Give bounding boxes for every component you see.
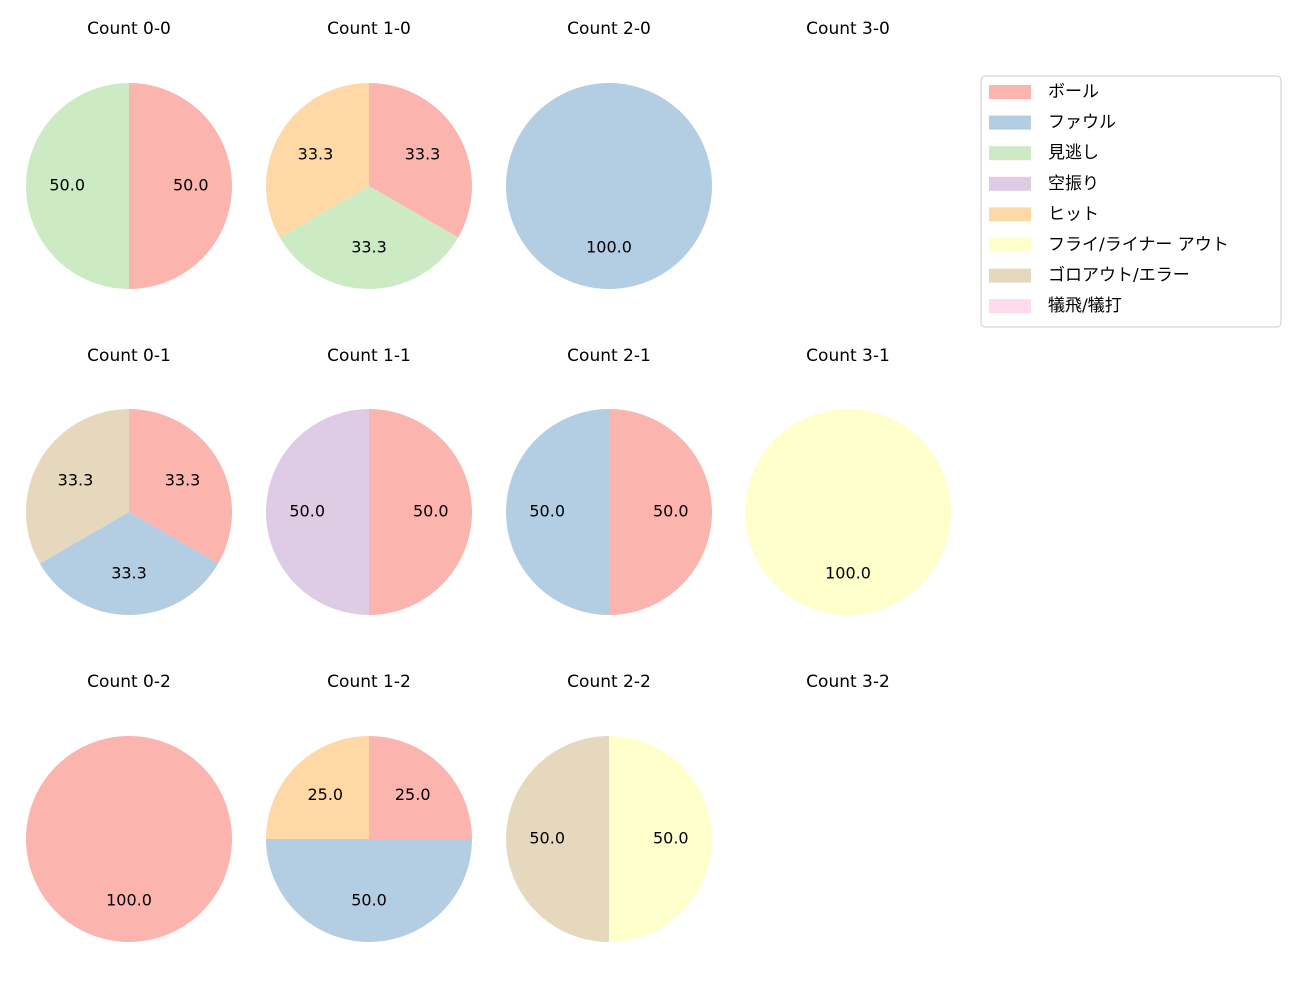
legend-swatch (989, 85, 1031, 99)
pie-slice (26, 736, 232, 942)
legend-box (980, 75, 1282, 328)
legend-label: ボール (1048, 82, 1099, 102)
legend-swatch (989, 146, 1031, 161)
slice-label: 33.3 (298, 145, 334, 164)
pie-slice (369, 409, 472, 615)
pie-title: Count 0-2 (87, 672, 171, 692)
slice-label: 50.0 (653, 502, 689, 521)
pie-slice (506, 736, 609, 942)
pie-slice (129, 83, 232, 289)
pie-slice (129, 409, 232, 564)
pie-slice (26, 409, 130, 564)
legend-swatch (989, 268, 1031, 283)
slice-label: 50.0 (49, 176, 85, 195)
pie-slice (609, 409, 712, 615)
pie-title: Count 1-2 (327, 672, 411, 692)
pie-slice (745, 409, 951, 615)
slice-label: 50.0 (351, 890, 387, 909)
pie-slice (266, 839, 472, 942)
legend-label: ヒット (1048, 204, 1099, 224)
pie-title: Count 2-0 (567, 19, 651, 39)
pie-slice (39, 512, 219, 615)
pie-title: Count 2-2 (567, 672, 651, 692)
slice-label: 50.0 (529, 502, 565, 521)
legend-label: ゴロアウト/エラー (1048, 265, 1190, 286)
legend-swatch (989, 238, 1031, 252)
slice-label: 33.3 (351, 237, 387, 256)
pie-slice (609, 736, 712, 942)
pie-title: Count 0-1 (87, 346, 171, 366)
legend-label: ファウル (1048, 113, 1116, 133)
pie-slice (26, 83, 129, 289)
slice-label: 100.0 (586, 237, 632, 256)
slice-label: 33.3 (165, 471, 201, 490)
pie-slice (369, 736, 472, 839)
pie-title: Count 0-0 (87, 19, 171, 39)
slice-label: 50.0 (413, 502, 449, 521)
slice-label: 100.0 (106, 890, 152, 909)
slice-label: 33.3 (111, 563, 147, 582)
pie-title: Count 1-1 (327, 346, 411, 366)
slice-label: 25.0 (395, 785, 431, 804)
pie-slice (266, 736, 369, 839)
slice-label: 50.0 (653, 829, 689, 848)
pie-title: Count 3-0 (806, 19, 890, 39)
pie-slice (506, 83, 712, 289)
slice-label: 25.0 (307, 785, 343, 804)
pie-title: Count 3-1 (806, 346, 890, 366)
legend-label: 空振り (1048, 174, 1099, 194)
pie-slice (266, 83, 369, 238)
slice-label: 50.0 (289, 502, 325, 521)
pie-title: Count 3-2 (806, 672, 890, 692)
pie-title: Count 1-0 (327, 19, 411, 39)
pie-slice (369, 83, 472, 238)
pie-slice (266, 409, 369, 615)
slice-label: 33.3 (405, 145, 441, 164)
slice-label: 100.0 (825, 563, 871, 582)
legend-label: フライ/ライナー アウト (1048, 235, 1229, 255)
slice-label: 50.0 (529, 829, 565, 848)
pie-title: Count 2-1 (567, 346, 651, 366)
legend-label: 犠飛/犠打 (1048, 296, 1122, 316)
slice-label: 50.0 (173, 176, 209, 195)
legend-swatch (989, 115, 1031, 130)
legend-label: 見逃し (1048, 143, 1099, 163)
legend-swatch (989, 207, 1031, 222)
pie-slice (506, 409, 609, 615)
legend-swatch (989, 176, 1031, 191)
slice-label: 33.3 (58, 471, 94, 490)
legend-swatch (989, 299, 1031, 314)
